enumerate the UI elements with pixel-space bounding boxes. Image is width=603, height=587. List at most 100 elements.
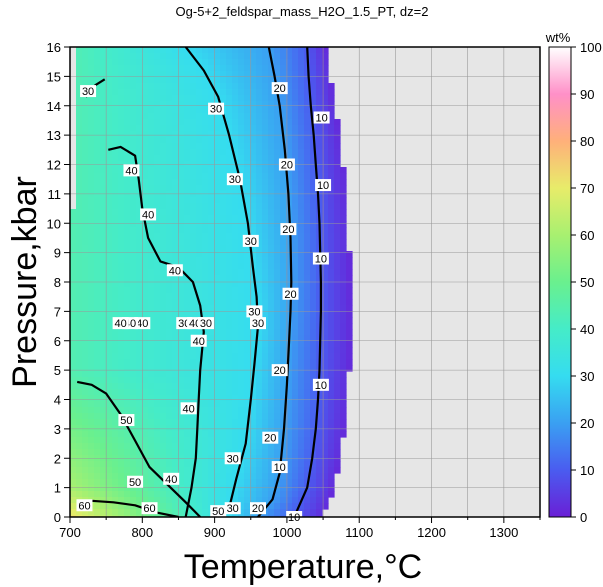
heatmap-cell: [304, 119, 311, 126]
heatmap-cell: [322, 107, 329, 114]
y-tick-label: 6: [54, 334, 61, 349]
heatmap-cell: [226, 275, 233, 282]
heatmap-cell: [298, 233, 305, 240]
x-tick-label: 1200: [417, 525, 446, 540]
heatmap-cell: [190, 497, 197, 504]
heatmap-cell: [94, 251, 101, 258]
heatmap-cell: [190, 431, 197, 438]
heatmap-cell: [70, 509, 77, 516]
contour-label-text: 10: [288, 512, 300, 524]
heatmap-cell: [124, 209, 131, 216]
heatmap-cell: [202, 59, 209, 66]
heatmap-cell: [130, 137, 137, 144]
heatmap-cell: [106, 329, 113, 336]
heatmap-cell: [298, 353, 305, 360]
heatmap-cell: [136, 215, 143, 222]
heatmap-cell: [76, 89, 83, 96]
heatmap-cell: [172, 101, 179, 108]
heatmap-cell: [202, 65, 209, 72]
heatmap-cell: [196, 167, 203, 174]
heatmap-cell: [262, 311, 269, 318]
heatmap-cell: [238, 449, 245, 456]
heatmap-cell: [334, 197, 341, 204]
heatmap-cell: [328, 293, 335, 300]
heatmap-cell: [196, 503, 203, 510]
colorbar-scale: [548, 46, 572, 518]
heatmap-cell: [160, 461, 167, 468]
heatmap-cell: [190, 77, 197, 84]
heatmap-cell: [292, 443, 299, 450]
heatmap-cell: [94, 239, 101, 246]
heatmap-cell: [304, 359, 311, 366]
heatmap-cell: [94, 191, 101, 198]
heatmap-cell: [298, 419, 305, 426]
y-tick-label: 14: [47, 99, 61, 114]
y-tick-label: 3: [54, 422, 61, 437]
heatmap-cell: [286, 113, 293, 120]
heatmap-cell: [316, 485, 323, 492]
heatmap-cell: [280, 257, 287, 264]
heatmap-cell: [292, 53, 299, 60]
heatmap-cell: [214, 347, 221, 354]
heatmap-cell: [286, 65, 293, 72]
heatmap-cell: [208, 311, 215, 318]
heatmap-cell: [268, 203, 275, 210]
heatmap-cell: [112, 233, 119, 240]
heatmap-cell: [130, 293, 137, 300]
heatmap-cell: [124, 95, 131, 102]
heatmap-cell: [184, 311, 191, 318]
heatmap-cell: [334, 257, 341, 264]
heatmap-cell: [226, 347, 233, 354]
heatmap-cell: [112, 281, 119, 288]
heatmap-cell: [106, 305, 113, 312]
heatmap-cell: [262, 461, 269, 468]
heatmap-cell: [256, 383, 263, 390]
heatmap-cell: [148, 185, 155, 192]
heatmap-cell: [100, 263, 107, 270]
heatmap-cell: [274, 53, 281, 60]
heatmap-cell: [118, 509, 125, 516]
heatmap-cell: [208, 365, 215, 372]
heatmap-cell: [166, 425, 173, 432]
heatmap-cell: [322, 437, 329, 444]
heatmap-cell: [184, 467, 191, 474]
heatmap-cell: [148, 317, 155, 324]
heatmap-cell: [166, 401, 173, 408]
heatmap-cell: [76, 167, 83, 174]
heatmap-cell: [196, 419, 203, 426]
contour-label: 40: [163, 472, 180, 486]
heatmap-cell: [226, 329, 233, 336]
heatmap-cell: [154, 347, 161, 354]
heatmap-cell: [154, 341, 161, 348]
heatmap-cell: [172, 257, 179, 264]
heatmap-cell: [106, 299, 113, 306]
heatmap-cell: [244, 185, 251, 192]
heatmap-cell: [82, 335, 89, 342]
heatmap-cell: [280, 497, 287, 504]
heatmap-cell: [238, 407, 245, 414]
heatmap-cell: [328, 203, 335, 210]
heatmap-cell: [226, 113, 233, 120]
heatmap-cell: [118, 359, 125, 366]
heatmap-cell: [250, 347, 257, 354]
heatmap-cell: [274, 509, 281, 516]
heatmap-cell: [154, 257, 161, 264]
heatmap-cell: [244, 407, 251, 414]
heatmap-cell: [262, 137, 269, 144]
heatmap-cell: [130, 383, 137, 390]
heatmap-cell: [286, 473, 293, 480]
heatmap-cell: [328, 113, 335, 120]
heatmap-cell: [286, 53, 293, 60]
heatmap-cell: [220, 251, 227, 258]
heatmap-cell: [190, 65, 197, 72]
heatmap-cell: [226, 335, 233, 342]
heatmap-cell: [154, 335, 161, 342]
heatmap-cell: [196, 185, 203, 192]
heatmap-cell: [328, 257, 335, 264]
heatmap-cell: [70, 227, 77, 234]
heatmap-cell: [334, 233, 341, 240]
contour-label-text: 10: [316, 113, 328, 125]
heatmap-cell: [238, 425, 245, 432]
heatmap-cell: [340, 167, 347, 174]
heatmap-cell: [220, 131, 227, 138]
